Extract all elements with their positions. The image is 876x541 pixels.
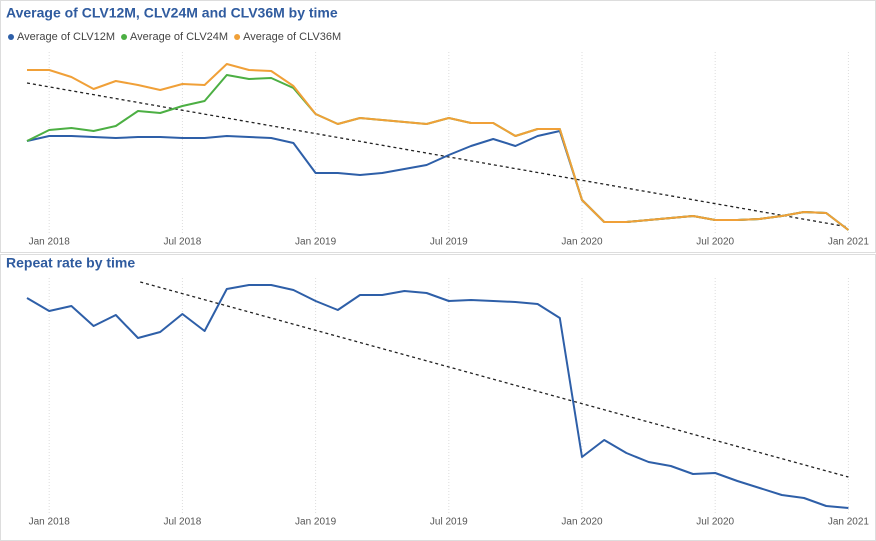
legend-marker — [121, 34, 128, 40]
x-tick-label: Jan 2018 — [29, 517, 71, 528]
x-tick-label: Jul 2018 — [163, 517, 201, 528]
trend-line — [26, 82, 849, 228]
legend-marker — [234, 34, 241, 40]
chart-title: Average of CLV12M, CLV24M and CLV36M by … — [6, 5, 338, 21]
x-tick-label: Jul 2018 — [163, 237, 201, 248]
x-tick-label: Jan 2021 — [828, 237, 870, 248]
panel — [0, 254, 876, 541]
legend-label: Average of CLV36M — [243, 31, 341, 43]
legend-label: Average of CLV12M — [17, 31, 115, 43]
x-tick-label: Jul 2020 — [696, 237, 734, 248]
legend-label: Average of CLV24M — [130, 31, 228, 43]
x-tick-label: Jul 2019 — [430, 237, 468, 248]
chart-title: Repeat rate by time — [6, 255, 135, 271]
x-tick-label: Jan 2020 — [561, 237, 603, 248]
panel — [0, 0, 876, 253]
x-tick-label: Jan 2019 — [295, 517, 337, 528]
trend-line — [140, 281, 849, 478]
series-line — [26, 284, 849, 509]
x-tick-label: Jan 2018 — [29, 237, 71, 248]
x-tick-label: Jan 2020 — [561, 517, 603, 528]
x-tick-label: Jan 2019 — [295, 237, 337, 248]
series-line — [27, 63, 850, 231]
x-tick-label: Jul 2020 — [696, 517, 734, 528]
x-tick-label: Jan 2021 — [828, 517, 870, 528]
legend-marker — [8, 34, 14, 40]
x-tick-label: Jul 2019 — [430, 517, 468, 528]
